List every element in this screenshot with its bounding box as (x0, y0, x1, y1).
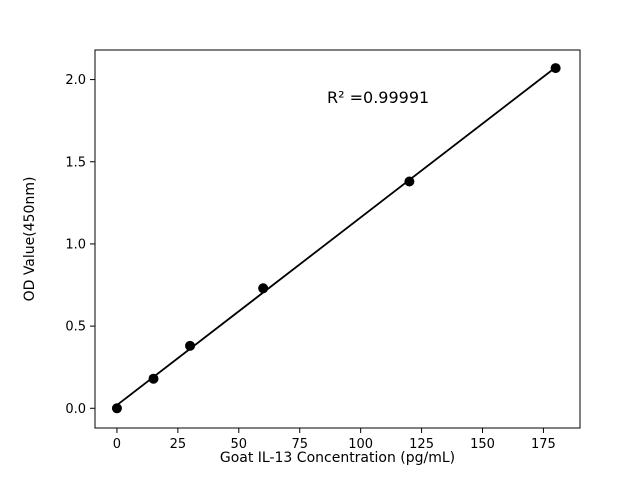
x-axis-label: Goat IL-13 Concentration (pg/mL) (219, 450, 456, 466)
x-tick-label: 75 (291, 437, 308, 452)
data-point (148, 373, 159, 384)
x-tick-label: 125 (409, 437, 434, 452)
y-tick-label: 0.5 (65, 320, 86, 335)
data-point (404, 176, 415, 187)
y-axis-label: OD Value(450nm) (22, 176, 38, 302)
axes-spines (94, 49, 581, 429)
data-point (185, 340, 196, 351)
x-tick-label: 25 (170, 437, 187, 452)
x-tick-label: 50 (231, 437, 248, 452)
y-tick-label: 1.0 (65, 237, 86, 252)
x-tick-label: 100 (348, 437, 373, 452)
y-tick-label: 0.0 (65, 402, 86, 417)
x-tick-label: 0 (113, 437, 121, 452)
y-tick-label: 2.0 (65, 73, 86, 88)
data-point (258, 283, 269, 294)
x-tick-label: 175 (531, 437, 556, 452)
x-tick-label: 150 (470, 437, 495, 452)
fit-line (116, 66, 557, 406)
y-tick-label: 1.5 (65, 155, 86, 170)
r-squared-annotation: R² =0.99991 (327, 88, 430, 107)
data-point (550, 63, 561, 74)
data-point (111, 403, 122, 414)
